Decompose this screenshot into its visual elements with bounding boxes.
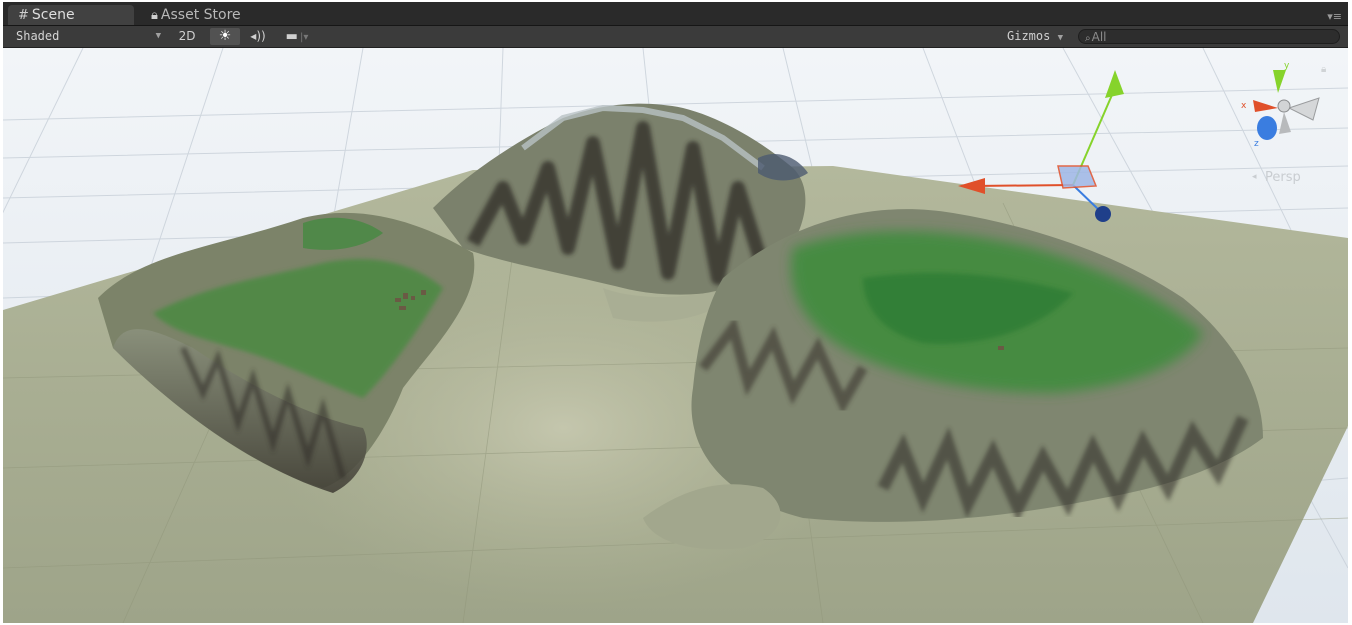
gizmos-label: Gizmos — [1007, 29, 1051, 43]
gizmo-y-arrow — [1105, 70, 1124, 98]
tab-asset-store[interactable]: 🔒︎ Asset Store — [141, 5, 271, 25]
left-mountain-range — [98, 212, 475, 493]
unity-scene-window: # Scene 🔒︎ Asset Store ▾≡ Shaded ▼ 2D ☀ ◂)… — [3, 2, 1348, 623]
lock-icon: 🔒︎ — [151, 8, 158, 23]
scene-objects-cluster — [395, 290, 426, 310]
gizmo-plane-handle — [1057, 165, 1098, 189]
move-tool-gizmo — [958, 70, 1124, 222]
dropdown-arrow-icon: ▼ — [1057, 33, 1064, 43]
speaker-icon: ◂)) — [250, 29, 266, 43]
search-icon: ⌕ — [1085, 33, 1091, 44]
hash-grid-icon: # — [18, 8, 29, 23]
sun-icon: ☀ — [218, 28, 232, 44]
tab-asset-store-label: Asset Store — [160, 7, 241, 23]
scene-viewport[interactable]: y x z 🔒︎ ◂ Persp — [3, 48, 1348, 623]
shading-mode-label: Shaded — [16, 29, 60, 43]
effects-dropdown-icon[interactable]: |▾ — [299, 32, 309, 43]
gizmo-z-handle — [1095, 206, 1111, 222]
view-lock-icon[interactable]: 🔒︎ — [1321, 64, 1327, 75]
central-peaks — [433, 103, 808, 322]
dropdown-arrow-icon: ▼ — [155, 31, 161, 41]
gizmos-dropdown[interactable]: Gizmos ▼ — [1007, 28, 1071, 45]
orientation-z-label: z — [1254, 139, 1259, 149]
tab-scene-label: Scene — [31, 7, 75, 23]
effects-toggle[interactable]: ▬ |▾ — [279, 28, 315, 45]
orientation-x-label: x — [1241, 101, 1247, 111]
projection-label[interactable]: Persp — [1265, 170, 1301, 185]
scene-object-small — [998, 346, 1004, 350]
scene-render: y x z — [3, 48, 1348, 623]
scene-toolbar: Shaded ▼ 2D ☀ ◂)) ▬ |▾ Gizmos ▼ ⌕All — [3, 26, 1348, 48]
shading-mode-dropdown[interactable]: Shaded ▼ — [7, 28, 165, 45]
image-effects-icon: ▬ — [285, 29, 298, 44]
orientation-gizmo: y x z — [1241, 61, 1320, 149]
scene-lighting-toggle[interactable]: ☀ — [210, 28, 240, 45]
toggle-2d-button[interactable]: 2D — [178, 29, 196, 43]
audio-toggle[interactable]: ◂)) — [244, 28, 272, 45]
orientation-y-label: y — [1284, 61, 1290, 71]
tab-bar: # Scene 🔒︎ Asset Store ▾≡ — [3, 2, 1348, 26]
tab-menu-icon[interactable]: ▾≡ — [1327, 10, 1342, 23]
search-value: All — [1091, 30, 1107, 44]
gizmo-x-arrow — [958, 178, 985, 194]
search-input[interactable]: ⌕All — [1078, 29, 1340, 44]
tab-scene[interactable]: # Scene — [8, 5, 134, 25]
projection-arrow-icon: ◂ — [1252, 172, 1257, 182]
right-plateau — [643, 209, 1263, 550]
